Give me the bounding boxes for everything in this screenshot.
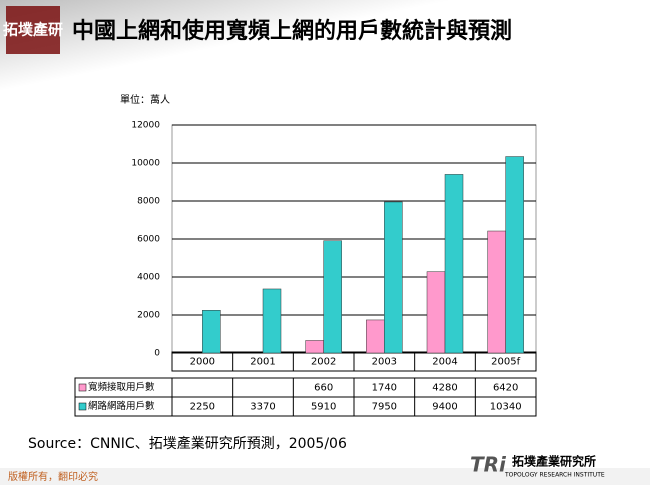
legend-swatch	[78, 402, 87, 411]
bar	[262, 288, 282, 354]
y-tick-label: 2000	[137, 311, 160, 321]
brand-name: 拓墣產業研究所	[512, 454, 596, 469]
table-value: 9400	[432, 402, 457, 413]
legend-label: 寬頻接取用戶數	[88, 381, 155, 393]
x-tick-label: 2001	[250, 357, 275, 368]
legend-label: 網路網路用戶數	[88, 400, 155, 412]
y-tick-label: 12000	[131, 121, 160, 131]
table-value: 1740	[372, 383, 397, 394]
table-value: 10340	[490, 402, 522, 413]
legend-swatch	[78, 383, 87, 392]
bar	[366, 319, 385, 354]
bar	[305, 340, 324, 354]
table-value: 5910	[311, 402, 336, 413]
logo-box	[6, 6, 60, 54]
brand-en: TOPOLOGY RESEARCH INSTITUTE	[504, 472, 605, 479]
y-tick-label: 8000	[137, 197, 160, 207]
background-shade	[0, 0, 650, 130]
bar	[202, 310, 221, 354]
copyright: 版權所有，翻印必究	[8, 470, 98, 483]
bar	[426, 271, 446, 354]
x-tick-label: 2000	[190, 357, 215, 368]
y-tick-label: 10000	[131, 159, 160, 169]
y-axis-label: 單位：萬人	[120, 93, 170, 106]
bar	[505, 156, 524, 354]
x-tick-label: 2003	[372, 357, 397, 368]
y-tick-label: 4000	[137, 273, 160, 283]
y-tick-label: 6000	[137, 235, 160, 245]
table-value: 4280	[432, 383, 457, 394]
footer-bar	[0, 468, 650, 485]
table-value: 7950	[372, 402, 397, 413]
x-tick-label: 2004	[432, 357, 457, 368]
table-value: 2250	[190, 402, 215, 413]
table-value: 6420	[493, 383, 518, 394]
brand-logo: TRi	[470, 453, 507, 477]
bar	[384, 201, 403, 354]
bar	[323, 240, 342, 354]
bar	[487, 230, 506, 354]
table-value: 3370	[250, 402, 275, 413]
table-value: 660	[314, 383, 333, 394]
title: 中國上網和使用寬頻上網的用戶數統計與預測	[72, 18, 512, 44]
x-tick-label: 2005f	[491, 357, 520, 368]
x-tick-label: 2002	[311, 357, 336, 368]
source: Source：CNNIC、拓墣產業研究所預測，2005/06	[28, 435, 347, 452]
logo: 拓墣產研	[3, 21, 63, 39]
bar	[444, 174, 464, 354]
y-tick-label: 0	[154, 349, 160, 359]
